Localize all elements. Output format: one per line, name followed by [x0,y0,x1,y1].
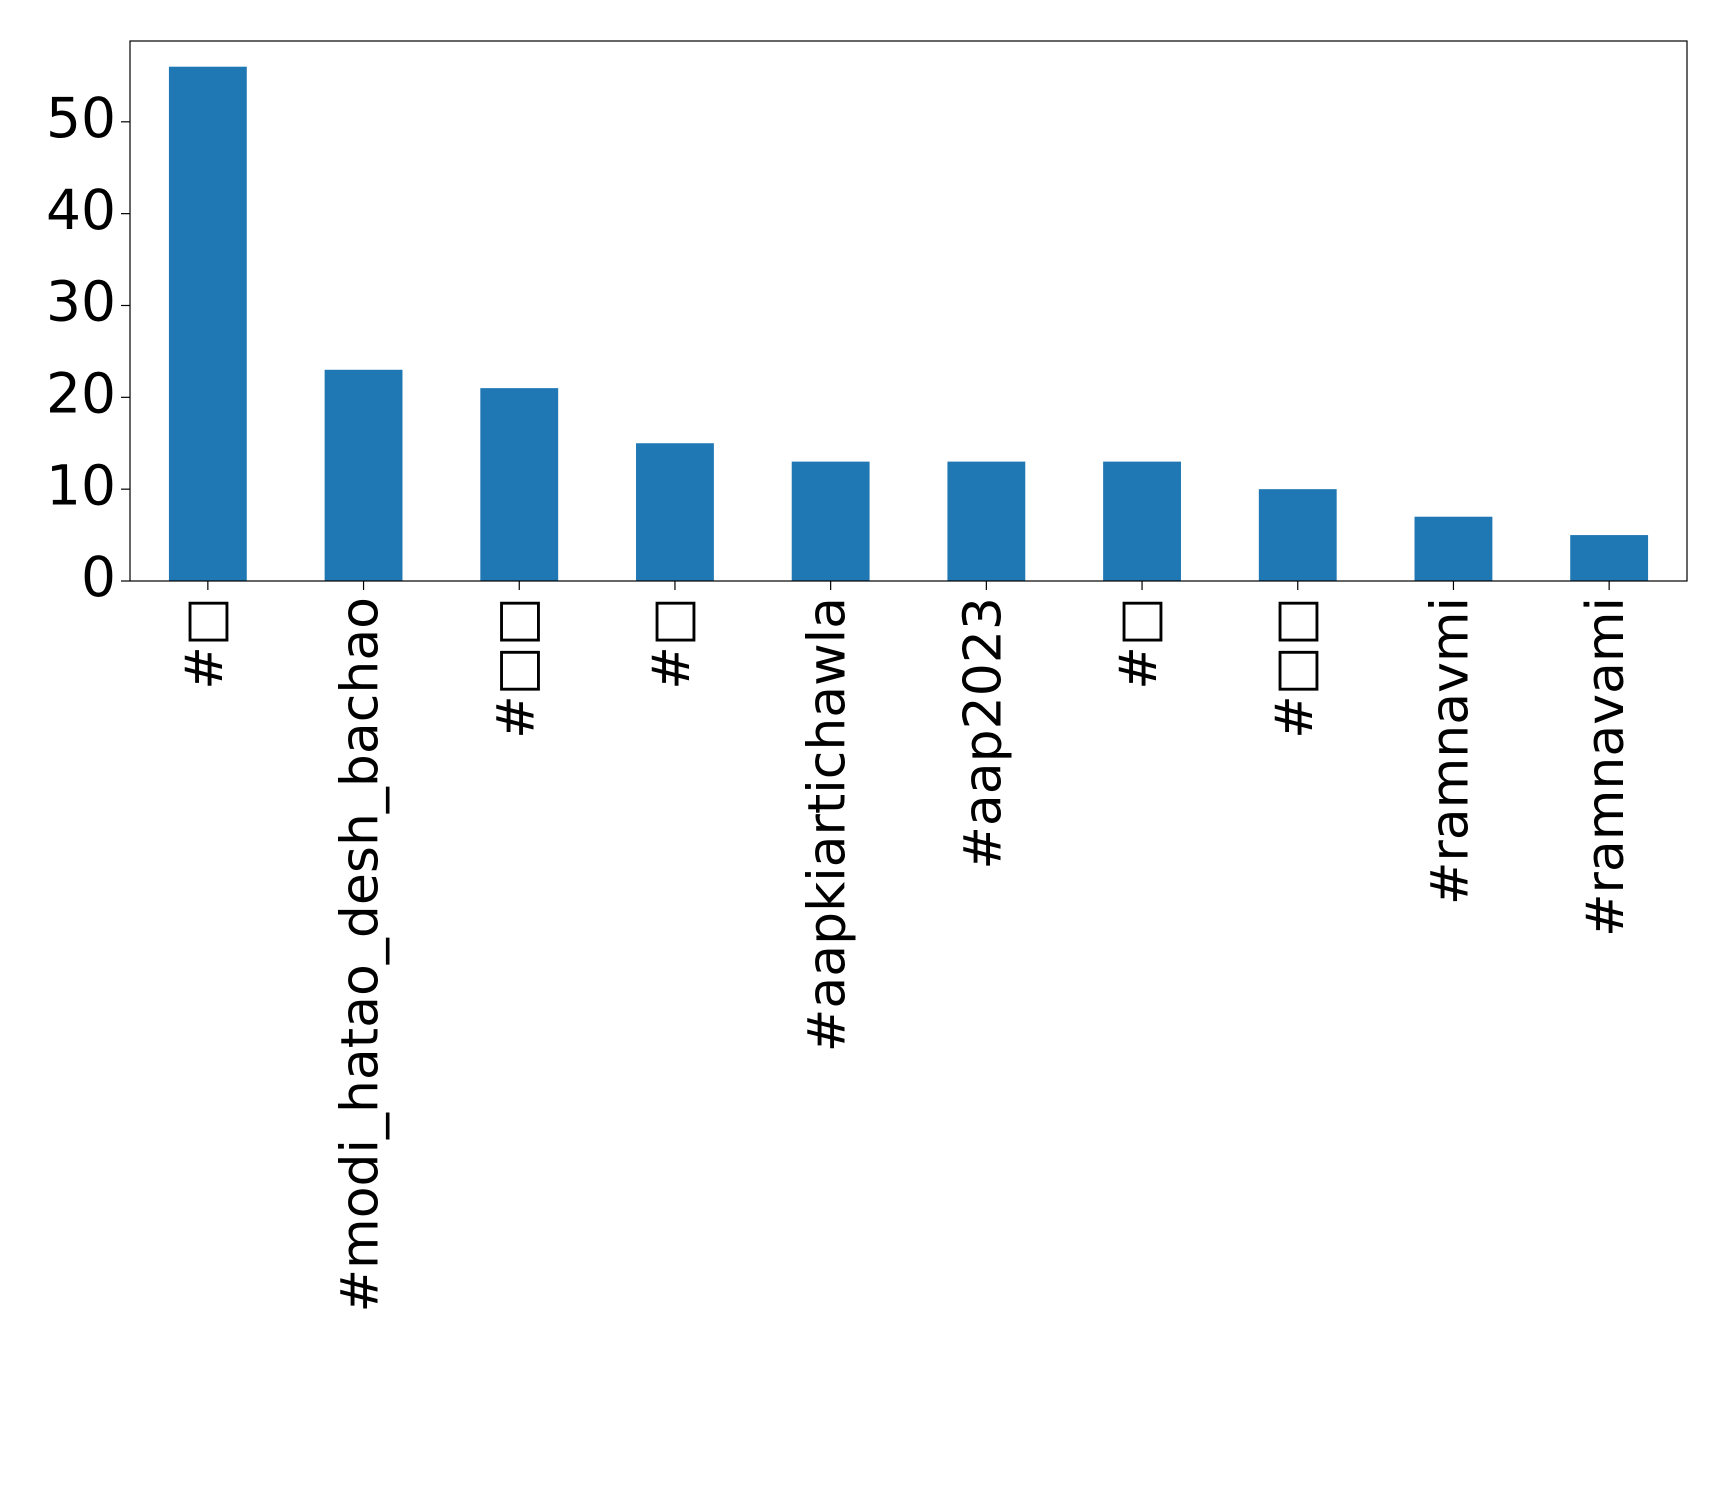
x-tick-label: #modi_hatao_desh_bachao [331,597,391,1313]
bar [791,461,870,581]
x-tick-label: #□□ [486,597,546,739]
bar [324,369,403,581]
x-tick-label: #□ [642,597,702,690]
x-tick-label: #aapkiartichawla [798,597,858,1052]
x-tick-label: #□ [1109,597,1169,690]
bar [168,66,247,581]
y-tick-label: 40 [46,178,116,242]
plot-frame [129,40,1688,582]
x-tick-label: #ramnavmi [1420,597,1480,905]
x-tick-label: #aap2023 [953,597,1013,870]
bar [1103,461,1181,581]
y-tick-label: 10 [46,453,116,517]
bar [1258,489,1337,581]
y-tick-label: 50 [46,86,116,150]
y-tick-label: 20 [46,361,116,425]
y-tick-label: 30 [46,270,116,334]
bar [1570,535,1649,581]
bar [947,461,1026,581]
bar [480,388,559,581]
x-tick-label: #□ [175,597,235,690]
bar [636,443,714,581]
bar [1414,516,1493,581]
x-tick-label: #□□ [1265,597,1325,739]
x-tick-label: #ramnavami [1576,597,1636,937]
y-tick-label: 0 [81,545,116,609]
